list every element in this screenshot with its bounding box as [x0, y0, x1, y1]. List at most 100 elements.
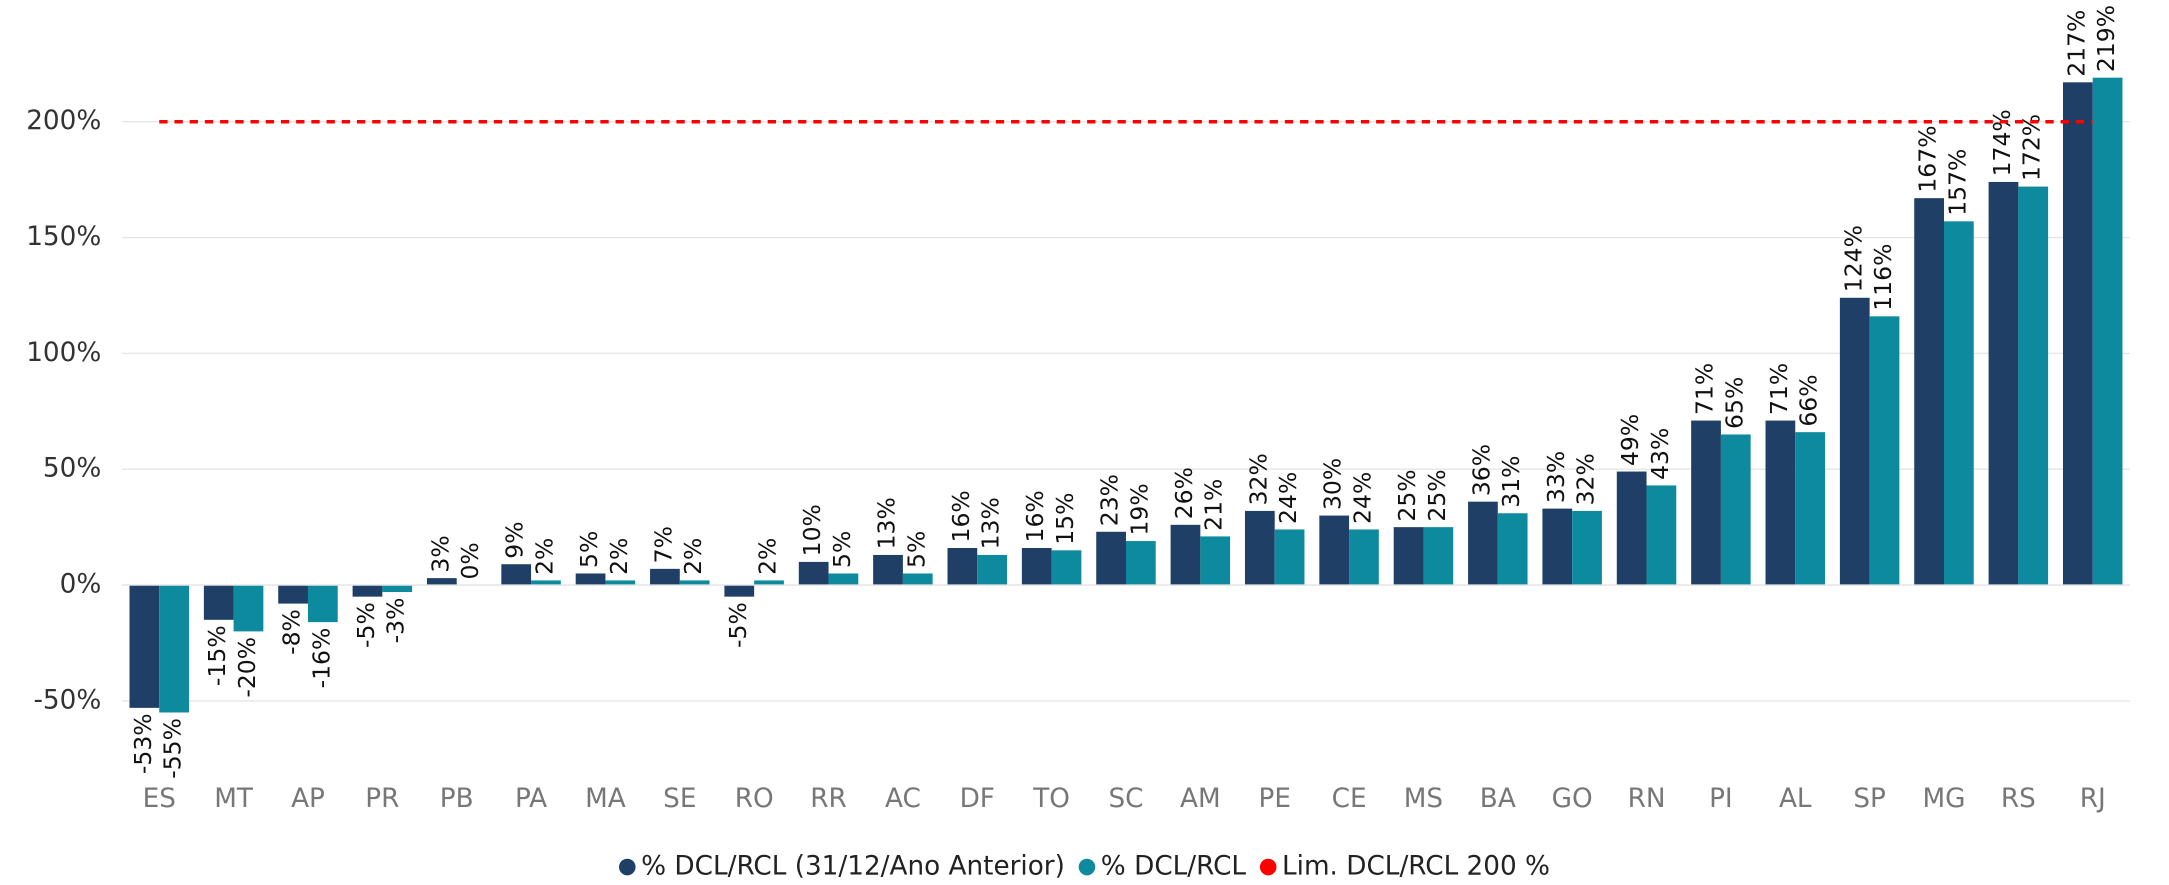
bar: [873, 554, 903, 586]
data-label: -20%: [233, 637, 261, 698]
x-tick-label: MG: [1922, 784, 1965, 814]
bar: [1200, 536, 1231, 586]
bar: [1244, 510, 1275, 586]
bar: [1170, 524, 1201, 586]
data-label: 7%: [649, 526, 677, 563]
x-tick-label: AL: [1779, 784, 1812, 814]
data-label: 30%: [1319, 458, 1347, 510]
legend-marker: [618, 858, 636, 876]
x-tick-label: GO: [1552, 784, 1593, 814]
bar: [1125, 541, 1156, 586]
data-label: 66%: [1795, 374, 1823, 426]
data-label: 157%: [1943, 149, 1971, 216]
bar: [977, 554, 1008, 586]
bar: [1869, 316, 1900, 586]
data-label: 5%: [902, 531, 930, 568]
data-label: 23%: [1096, 474, 1124, 526]
bar: [1765, 420, 1796, 586]
data-label: 116%: [1869, 244, 1897, 311]
data-label: 65%: [1720, 377, 1748, 429]
bar: [1423, 527, 1454, 586]
bar: [233, 585, 264, 632]
legend-label: % DCL/RCL: [1101, 852, 1247, 882]
data-label: 0%: [456, 542, 484, 579]
bar: [1616, 471, 1647, 586]
x-tick-label: CE: [1332, 784, 1367, 814]
data-label: 167%: [1914, 125, 1942, 192]
x-tick-label: RJ: [2080, 784, 2106, 814]
data-label: 16%: [1021, 490, 1049, 542]
bar: [129, 585, 160, 708]
legend-label: % DCL/RCL (31/12/Ano Anterior): [641, 852, 1065, 882]
bar: [426, 578, 457, 586]
data-label: 3%: [426, 535, 454, 572]
data-label: 26%: [1170, 467, 1198, 519]
bar: [1943, 221, 1974, 586]
bar: [203, 585, 234, 620]
bar: [650, 568, 680, 586]
x-tick-label: SC: [1108, 784, 1143, 814]
data-label: 71%: [1765, 363, 1793, 415]
bar: [902, 573, 933, 586]
x-tick-label: MA: [585, 784, 626, 814]
data-label: -15%: [203, 625, 231, 686]
bar: [605, 580, 636, 586]
x-tick-label: PE: [1258, 784, 1290, 814]
bar: [1393, 527, 1424, 586]
y-tick-label: 50%: [43, 454, 101, 484]
bar: [1319, 515, 1350, 586]
y-tick-label: 0%: [60, 570, 102, 600]
data-label: -5%: [352, 602, 380, 648]
data-label: 124%: [1839, 225, 1867, 292]
bar: [2062, 82, 2093, 586]
bar: [1646, 485, 1677, 586]
data-label: 31%: [1497, 455, 1525, 507]
x-tick-label: SP: [1853, 784, 1886, 814]
data-label: 71%: [1691, 363, 1719, 415]
bar: [1021, 547, 1052, 586]
data-label: 25%: [1423, 469, 1451, 521]
x-tick-label: AP: [291, 784, 325, 814]
data-label: 5%: [828, 531, 856, 568]
legend-label: Lim. DCL/RCL 200 %: [1282, 852, 1550, 882]
data-label: -3%: [382, 598, 410, 644]
x-tick-label: ES: [143, 784, 176, 814]
bar: [1051, 550, 1082, 586]
bar: [1691, 420, 1721, 586]
bar: [1468, 501, 1498, 586]
data-label: 10%: [798, 504, 826, 556]
data-label: -5%: [724, 602, 752, 648]
data-label: 2%: [679, 538, 707, 575]
x-tick-label: PR: [365, 784, 399, 814]
bar: [1274, 529, 1305, 586]
y-tick-label: 200%: [26, 106, 101, 136]
bar: [501, 564, 532, 586]
x-tick-label: RR: [810, 784, 847, 814]
y-tick-label: 100%: [26, 338, 101, 368]
data-label: 36%: [1467, 444, 1495, 496]
data-label: 21%: [1200, 479, 1228, 531]
bar: [1839, 297, 1870, 586]
data-label: -16%: [307, 628, 335, 689]
x-tick-label: DF: [960, 784, 995, 814]
data-label: 25%: [1393, 469, 1421, 521]
data-label: 15%: [1051, 493, 1079, 545]
bar: [1096, 531, 1126, 586]
x-tick-label: AM: [1180, 784, 1221, 814]
data-label: 16%: [947, 490, 975, 542]
x-tick-label: RS: [2001, 784, 2036, 814]
data-label: 219%: [2092, 5, 2120, 72]
bar: [352, 585, 383, 597]
data-label: 33%: [1542, 451, 1570, 503]
bar: [531, 580, 561, 586]
bar: [1572, 510, 1602, 586]
data-label: 32%: [1244, 453, 1272, 505]
data-label: 2%: [754, 538, 782, 575]
x-tick-label: PI: [1709, 784, 1733, 814]
bar: [679, 580, 710, 586]
data-label: 24%: [1274, 472, 1302, 524]
x-tick-label: PB: [440, 784, 474, 814]
data-label: 32%: [1572, 453, 1600, 505]
data-label: 13%: [873, 497, 901, 549]
